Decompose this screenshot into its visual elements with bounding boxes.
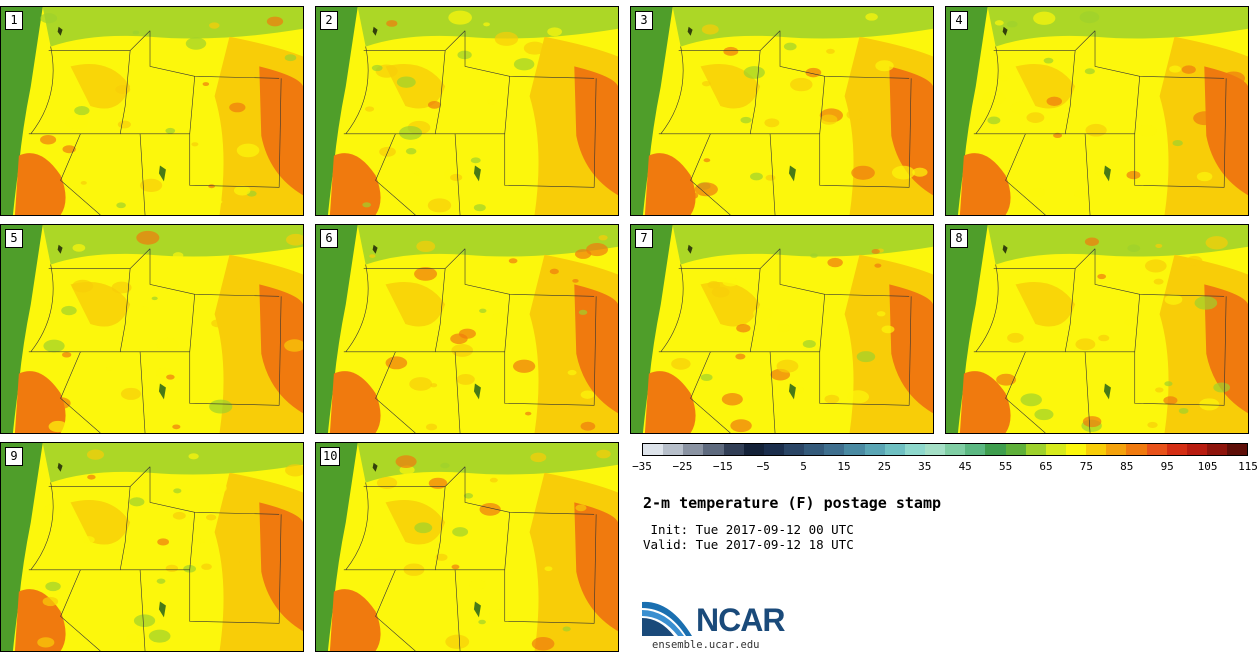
- plot-title: 2-m temperature (F) postage stamp: [643, 494, 942, 512]
- temperature-map: [946, 225, 1248, 433]
- temperature-map: [946, 7, 1248, 215]
- colorbar-tick-label: 15: [837, 460, 851, 473]
- colorbar-swatch: [804, 444, 825, 455]
- colorbar-swatch: [663, 444, 684, 455]
- colorbar-tick-label: 55: [998, 460, 1013, 473]
- member-label: 7: [635, 229, 653, 248]
- colorbar-swatch: [924, 444, 946, 455]
- colorbar-tick-label: −35: [632, 460, 652, 473]
- colorbar-swatch: [1186, 444, 1207, 455]
- ncar-swoosh-icon: [642, 601, 692, 636]
- colorbar-swatch: [1045, 444, 1066, 455]
- temperature-map: [1, 443, 303, 651]
- temperature-map: [316, 443, 618, 651]
- colorbar-swatch: [904, 444, 925, 455]
- forecast-panel-4: 4: [945, 6, 1249, 216]
- colorbar-swatch: [703, 444, 724, 455]
- temperature-colorbar: −35 −25 −15 −5 5 15 25 35 45 55 65 75 85 95 105 115: [632, 443, 1258, 477]
- temperature-map: [1, 7, 303, 215]
- member-label: 6: [320, 229, 338, 248]
- colorbar-swatch: [1005, 444, 1026, 455]
- colorbar-tick-label: 25: [877, 460, 892, 473]
- temperature-map: [316, 225, 618, 433]
- colorbar-swatches: [642, 443, 1248, 456]
- colorbar-swatch: [643, 444, 664, 455]
- logo-text: NCAR: [696, 602, 785, 638]
- colorbar-swatch: [945, 444, 966, 455]
- colorbar-tick-label: 65: [1039, 460, 1053, 473]
- colorbar-swatch: [965, 444, 986, 455]
- forecast-panel-5: 5: [0, 224, 304, 434]
- site-url: ensemble.ucar.edu: [652, 639, 760, 651]
- colorbar-swatch: [844, 444, 865, 455]
- ncar-logo: NCAR: [642, 596, 792, 638]
- colorbar-swatch: [743, 444, 764, 455]
- member-label: 10: [320, 447, 341, 466]
- colorbar-swatch: [864, 444, 885, 455]
- forecast-panel-9: 9: [0, 442, 304, 652]
- colorbar-swatch: [1227, 444, 1248, 455]
- colorbar-tick-label: 85: [1120, 460, 1134, 473]
- colorbar-ticks: −35 −25 −15 −5 5 15 25 35 45 55 65 75 85 95 105 115: [632, 458, 1258, 474]
- forecast-panel-7: 7: [630, 224, 934, 434]
- colorbar-tick-label: 75: [1079, 460, 1094, 473]
- colorbar-swatch: [683, 444, 704, 455]
- colorbar-tick-label: 105: [1197, 460, 1218, 473]
- forecast-panel-2: 2: [315, 6, 619, 216]
- member-label: 9: [5, 447, 23, 466]
- forecast-panel-1: 1: [0, 6, 304, 216]
- colorbar-swatch: [884, 444, 905, 455]
- colorbar-tick-label: 95: [1160, 460, 1174, 473]
- colorbar-swatch: [1146, 444, 1167, 455]
- colorbar-swatch: [1086, 444, 1107, 455]
- forecast-panel-3: 3: [630, 6, 934, 216]
- colorbar-tick-label: −15: [712, 460, 733, 473]
- colorbar-swatch: [1126, 444, 1147, 455]
- colorbar-tick-label: 5: [800, 460, 807, 473]
- colorbar-tick-label: 35: [918, 460, 932, 473]
- colorbar-swatch: [1025, 444, 1046, 455]
- temperature-map: [316, 7, 618, 215]
- member-label: 8: [950, 229, 968, 248]
- forecast-panel-10: 10: [315, 442, 619, 652]
- member-label: 3: [635, 11, 653, 30]
- colorbar-swatch: [1206, 444, 1228, 455]
- member-label: 2: [320, 11, 338, 30]
- colorbar-tick-label: −5: [756, 460, 770, 473]
- colorbar-tick-label: −25: [672, 460, 693, 473]
- colorbar-swatch: [783, 444, 805, 455]
- member-label: 1: [5, 11, 23, 30]
- colorbar-swatch: [1065, 444, 1087, 455]
- colorbar-tick-label: 45: [958, 460, 972, 473]
- colorbar-swatch: [1166, 444, 1187, 455]
- colorbar-swatch: [1106, 444, 1127, 455]
- colorbar-swatch: [824, 444, 845, 455]
- temperature-map: [631, 7, 933, 215]
- colorbar-swatch: [763, 444, 784, 455]
- member-label: 4: [950, 11, 968, 30]
- colorbar-tick-label: 115: [1238, 460, 1258, 473]
- temperature-map: [1, 225, 303, 433]
- forecast-panel-8: 8: [945, 224, 1249, 434]
- init-time: Init: Tue 2017-09-12 00 UTC: [643, 522, 854, 537]
- colorbar-swatch: [723, 444, 744, 455]
- colorbar-swatch: [985, 444, 1006, 455]
- temperature-map: [631, 225, 933, 433]
- forecast-panel-6: 6: [315, 224, 619, 434]
- member-label: 5: [5, 229, 23, 248]
- valid-time: Valid: Tue 2017-09-12 18 UTC: [643, 537, 854, 552]
